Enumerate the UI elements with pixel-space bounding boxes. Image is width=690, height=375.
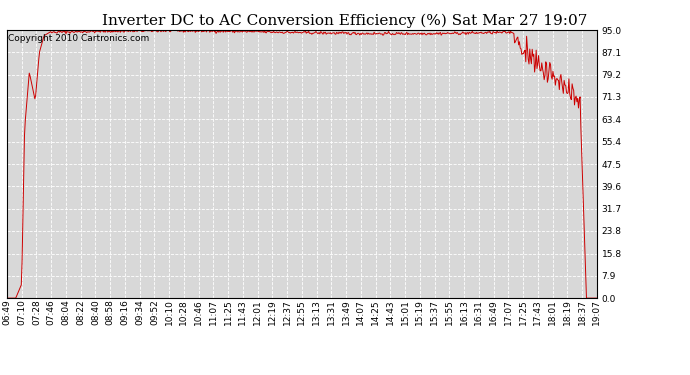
Text: Inverter DC to AC Conversion Efficiency (%) Sat Mar 27 19:07: Inverter DC to AC Conversion Efficiency … — [102, 13, 588, 27]
Text: Copyright 2010 Cartronics.com: Copyright 2010 Cartronics.com — [8, 34, 149, 43]
